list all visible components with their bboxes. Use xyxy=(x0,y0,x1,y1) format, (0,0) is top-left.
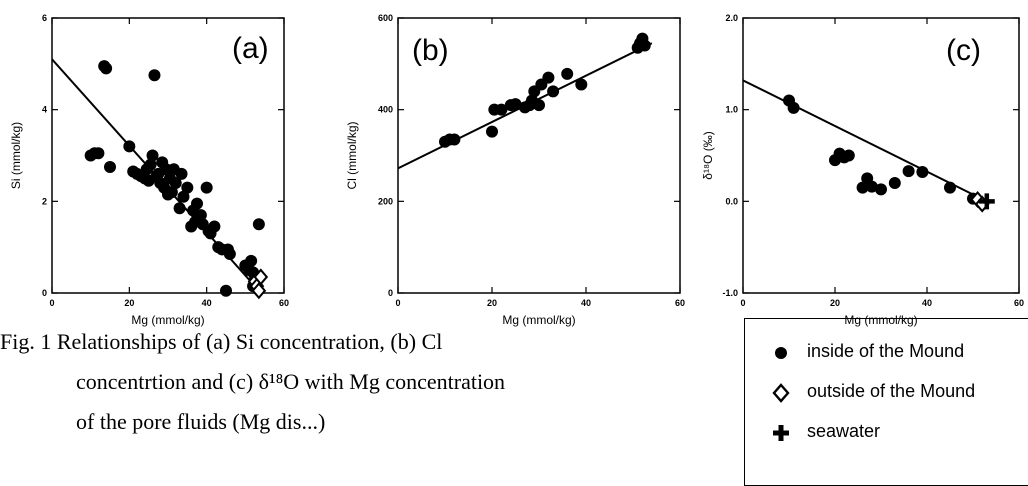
point-inside xyxy=(875,183,887,196)
point-inside xyxy=(191,197,203,210)
x-tick-label: 40 xyxy=(202,298,212,308)
chart-panel-1: 0 20 40 60 0 2 4 6 Mg (mmol/kg) Si (mmol/kg) (a) xyxy=(9,13,289,327)
point-inside xyxy=(575,78,588,91)
point-inside xyxy=(486,125,498,138)
point-seawater xyxy=(978,193,995,210)
y-axis-label: Cl (mmol/kg) xyxy=(345,121,359,189)
point-inside xyxy=(787,101,800,114)
point-inside xyxy=(865,180,878,193)
x-tick-label: 60 xyxy=(1014,298,1024,308)
point-inside xyxy=(561,67,574,80)
point-inside xyxy=(100,62,113,75)
x-axis-label: Mg (mmol/kg) xyxy=(502,313,575,327)
point-outside xyxy=(253,268,269,286)
point-inside xyxy=(944,181,956,194)
caption-line-3: of the pore fluids (Mg dis...) xyxy=(76,409,326,434)
x-tick-label: 20 xyxy=(124,298,134,308)
point-inside xyxy=(175,167,188,180)
legend-label-seawater: seawater xyxy=(807,421,881,441)
point-inside xyxy=(148,69,161,82)
x-tick-label: 0 xyxy=(49,298,54,308)
point-inside xyxy=(223,248,236,261)
filled-circle-icon xyxy=(775,347,787,359)
chart-panel-3: 0 20 40 60 -1.0 0.0 1.0 2.0 Mg (mmol/kg) δ¹⁸O (‰)… xyxy=(701,13,1024,327)
y-tick-label: 1.0 xyxy=(725,105,738,115)
panel-label: (b) xyxy=(412,34,449,67)
point-inside xyxy=(208,220,221,233)
plot-frame xyxy=(51,17,285,294)
x-tick-label: 40 xyxy=(581,298,591,308)
point-inside xyxy=(495,103,508,116)
y-tick-label: 600 xyxy=(378,13,393,23)
point-inside xyxy=(181,181,194,194)
point-inside xyxy=(533,99,545,112)
panel-label: (c) xyxy=(946,34,981,67)
point-inside xyxy=(92,147,105,160)
y-tick-label: 200 xyxy=(378,196,393,206)
point-inside xyxy=(448,133,461,146)
panel-label: (a) xyxy=(232,32,269,65)
point-inside xyxy=(220,284,232,297)
caption-line-1: Fig. 1 Relationships of (a) Si concentra… xyxy=(0,329,443,354)
x-tick-label: 60 xyxy=(675,298,685,308)
y-tick-label: 400 xyxy=(378,105,393,115)
point-inside xyxy=(169,177,182,189)
point-inside xyxy=(888,177,901,189)
x-tick-label: 0 xyxy=(740,298,745,308)
y-tick-label: 4 xyxy=(42,105,47,115)
y-tick-label: 0 xyxy=(388,288,393,298)
x-tick-label: 40 xyxy=(922,298,932,308)
point-inside xyxy=(542,71,555,84)
point-outside xyxy=(251,282,267,300)
figure-caption: Fig. 1 Relationships of (a) Si concentra… xyxy=(0,322,680,442)
point-inside xyxy=(547,85,560,98)
open-diamond-icon xyxy=(772,383,790,403)
point-inside xyxy=(104,160,116,173)
plus-cross-icon xyxy=(773,425,789,441)
point-inside xyxy=(252,218,265,231)
x-tick-label: 0 xyxy=(395,298,400,308)
point-inside xyxy=(842,149,855,162)
point-inside xyxy=(173,202,186,215)
point-inside xyxy=(245,254,258,267)
y-tick-label: 2.0 xyxy=(725,13,738,23)
point-inside xyxy=(856,181,869,194)
x-axis-label: Mg (mmol/kg) xyxy=(131,313,204,327)
y-tick-label: 2 xyxy=(42,196,47,206)
legend-label-outside: outside of the Mound xyxy=(807,381,976,401)
legend-label-inside: inside of the Mound xyxy=(807,341,965,361)
y-axis-label: δ¹⁸O (‰) xyxy=(701,131,715,179)
point-inside xyxy=(146,149,159,162)
point-inside xyxy=(902,165,915,178)
x-tick-label: 60 xyxy=(279,298,289,308)
x-axis-label: Mg (mmol/kg) xyxy=(844,313,917,327)
point-inside xyxy=(177,190,190,203)
caption-line-2: concentrtion and (c) δ¹⁸O with Mg concen… xyxy=(76,369,506,394)
y-tick-label: 0 xyxy=(42,288,47,298)
point-inside xyxy=(144,158,157,171)
point-inside xyxy=(194,209,207,222)
x-tick-label: 20 xyxy=(487,298,497,308)
point-inside xyxy=(165,186,178,199)
point-inside xyxy=(123,140,136,153)
point-inside xyxy=(916,166,929,178)
y-tick-label: 6 xyxy=(42,13,47,23)
x-tick-label: 20 xyxy=(830,298,840,308)
point-inside xyxy=(638,39,651,52)
point-inside xyxy=(509,98,522,111)
y-axis-label: Si (mmol/kg) xyxy=(9,122,23,189)
legend-box: inside of the Mound outside of the Mound… xyxy=(744,318,1028,486)
y-tick-label: 0.0 xyxy=(725,196,738,206)
plot-frame xyxy=(742,17,1020,294)
point-inside xyxy=(200,181,213,194)
y-tick-label: -1.0 xyxy=(722,288,738,298)
plot-frame xyxy=(397,17,681,294)
